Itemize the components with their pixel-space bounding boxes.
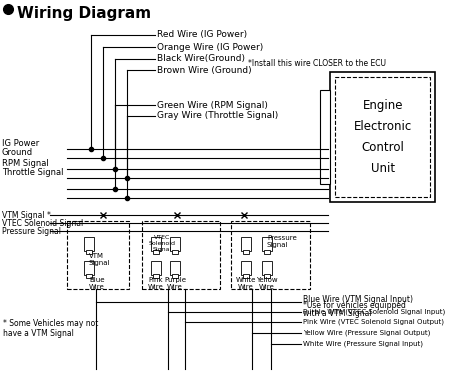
Text: RPM Signal: RPM Signal xyxy=(2,159,49,168)
Text: White Wire (Pressure Signal Input): White Wire (Pressure Signal Input) xyxy=(303,341,423,347)
Bar xyxy=(153,274,159,278)
Bar xyxy=(241,237,251,251)
Text: Red Wire (IG Power): Red Wire (IG Power) xyxy=(157,31,247,40)
Text: Throttle Signal: Throttle Signal xyxy=(2,168,64,177)
Text: Black Wire(Ground): Black Wire(Ground) xyxy=(157,55,245,63)
Text: Ground: Ground xyxy=(2,148,33,157)
Bar xyxy=(241,261,251,275)
Text: *Install this wire CLOSER to the ECU: *Install this wire CLOSER to the ECU xyxy=(248,60,386,69)
Bar xyxy=(264,274,270,278)
Bar xyxy=(84,237,94,251)
Text: Pink
Wire: Pink Wire xyxy=(148,277,164,290)
Text: Yellow Wire (Pressure Signal Output): Yellow Wire (Pressure Signal Output) xyxy=(303,330,430,336)
Bar xyxy=(142,221,220,289)
Text: Purple Wire (VTEC Solenoid Signal Input): Purple Wire (VTEC Solenoid Signal Input) xyxy=(303,309,446,315)
Text: Wiring Diagram: Wiring Diagram xyxy=(17,6,151,21)
Text: Blue Wire (VTM Signal Input): Blue Wire (VTM Signal Input) xyxy=(303,294,413,303)
Text: Brown Wire (Ground): Brown Wire (Ground) xyxy=(157,66,252,75)
Bar xyxy=(231,221,310,289)
Bar xyxy=(170,237,180,251)
Text: Blue
Wire: Blue Wire xyxy=(89,277,105,290)
Text: Yellow
Wire: Yellow Wire xyxy=(256,277,278,290)
Text: Purple
Wire: Purple Wire xyxy=(164,277,186,290)
Bar xyxy=(330,72,435,202)
Bar xyxy=(264,250,270,254)
Bar xyxy=(153,250,159,254)
Bar xyxy=(151,237,161,251)
Text: VTM
Signal: VTM Signal xyxy=(89,253,110,266)
Text: IG Power: IG Power xyxy=(2,139,39,148)
Text: Pink Wire (VTEC Solenoid Signal Output): Pink Wire (VTEC Solenoid Signal Output) xyxy=(303,319,444,325)
Bar xyxy=(172,274,178,278)
Bar xyxy=(151,261,161,275)
Bar xyxy=(86,250,92,254)
Text: *Use for vehicles equipped: *Use for vehicles equipped xyxy=(303,302,406,311)
Text: VTEC Solenoid Signal: VTEC Solenoid Signal xyxy=(2,219,83,227)
Text: Gray Wire (Throttle Signal): Gray Wire (Throttle Signal) xyxy=(157,112,278,121)
Bar xyxy=(262,261,272,275)
Text: VTM Signal *: VTM Signal * xyxy=(2,210,51,219)
Bar xyxy=(86,274,92,278)
Text: Pressure Signal: Pressure Signal xyxy=(2,227,61,236)
Bar xyxy=(170,261,180,275)
Text: VTEC
Solenoid
Signal: VTEC Solenoid Signal xyxy=(149,235,176,251)
Text: Engine
Electronic
Control
Unit: Engine Electronic Control Unit xyxy=(354,99,412,175)
Text: Green Wire (RPM Signal): Green Wire (RPM Signal) xyxy=(157,101,268,109)
Bar xyxy=(335,77,430,197)
Bar xyxy=(84,261,94,275)
Bar xyxy=(320,90,330,184)
Bar xyxy=(67,221,129,289)
Text: White
Wire: White Wire xyxy=(236,277,256,290)
Text: Pressure
Signal: Pressure Signal xyxy=(267,235,297,248)
Text: with a VTM Signal: with a VTM Signal xyxy=(303,308,372,317)
Bar xyxy=(262,237,272,251)
Text: Orange Wire (IG Power): Orange Wire (IG Power) xyxy=(157,43,263,52)
Bar xyxy=(172,250,178,254)
Bar xyxy=(243,250,249,254)
Text: * Some Vehicles may not
have a VTM Signal: * Some Vehicles may not have a VTM Signa… xyxy=(3,319,98,339)
Bar xyxy=(243,274,249,278)
